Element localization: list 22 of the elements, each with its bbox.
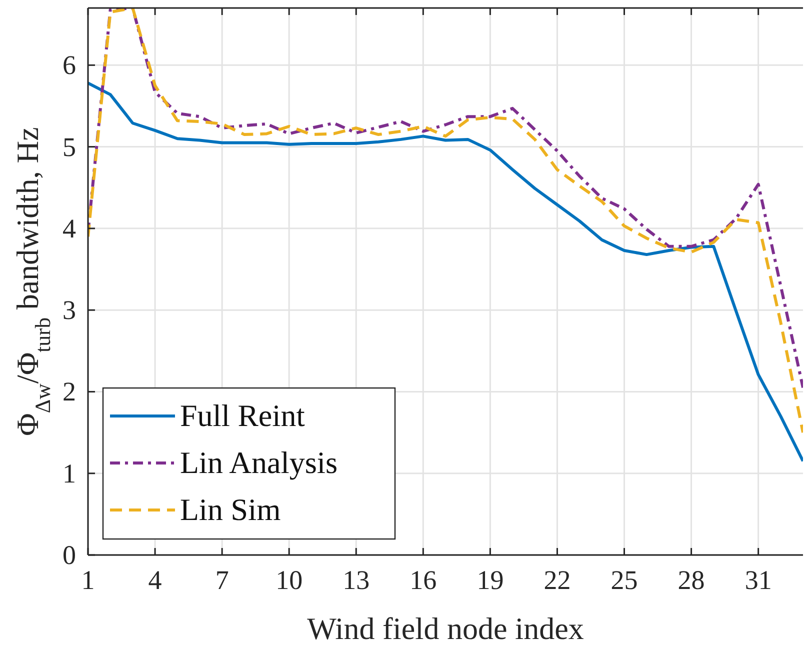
x-tick-label: 19 (476, 565, 504, 595)
x-tick-label: 16 (410, 565, 437, 595)
x-tick-label: 7 (215, 565, 229, 595)
legend-label: Lin Analysis (180, 445, 338, 480)
x-tick-label: 25 (610, 565, 638, 595)
x-tick-label: 13 (342, 565, 370, 595)
x-axis-title: Wind field node index (307, 611, 584, 646)
y-tick-label: 4 (62, 213, 76, 244)
x-tick-label: 4 (148, 565, 162, 595)
x-tick-label: 31 (744, 565, 772, 595)
y-tick-label: 6 (62, 50, 76, 80)
y-tick-label: 5 (62, 132, 76, 162)
x-tick-label: 28 (678, 565, 705, 595)
legend-label: Lin Sim (180, 492, 281, 527)
x-tick-label: 10 (276, 565, 303, 595)
x-tick-label: 1 (81, 565, 95, 595)
y-tick-label: 1 (62, 458, 76, 488)
y-tick-label: 2 (62, 376, 76, 407)
y-tick-label: 0 (62, 540, 76, 570)
legend-label: Full Reint (180, 398, 306, 433)
y-tick-label: 3 (62, 295, 76, 326)
x-tick-label: 22 (544, 565, 571, 595)
